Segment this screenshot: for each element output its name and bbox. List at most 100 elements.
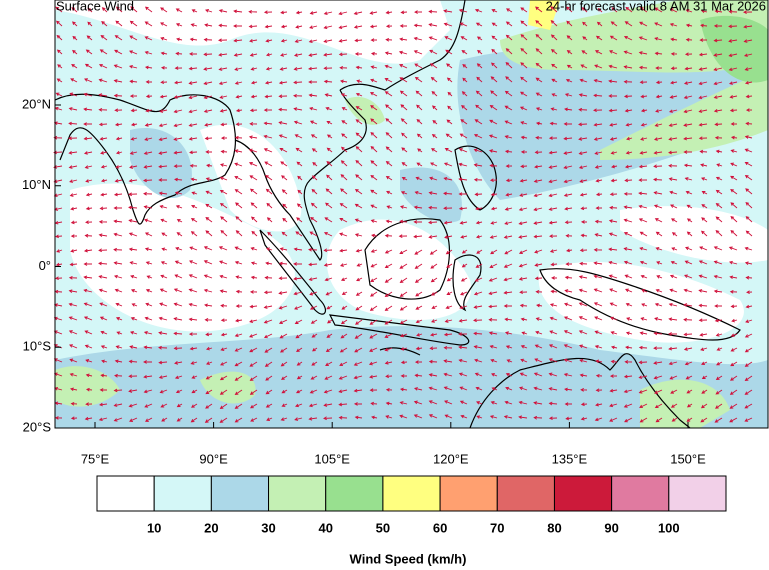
wind-arrow <box>385 161 393 167</box>
wind-arrow <box>401 147 408 153</box>
wind-arrow <box>713 274 723 279</box>
wind-arrow <box>475 22 483 27</box>
wind-arrow <box>130 122 138 127</box>
wind-arrow <box>323 231 333 237</box>
wind-arrow <box>219 375 228 381</box>
wind-arrow <box>205 375 213 380</box>
axes: 20°N 10°N 0° 10°S 20°S 75°E 90°E 105°E 120°E 135°… <box>22 96 706 466</box>
wind-arrow <box>746 290 753 295</box>
wind-arrow <box>115 136 123 141</box>
wind-arrow <box>353 402 363 406</box>
wind-arrow <box>70 234 78 238</box>
wind-arrow <box>369 319 378 325</box>
wind-arrow <box>266 247 273 251</box>
wind-arrow <box>429 249 438 255</box>
wind-arrow <box>730 333 738 337</box>
wind-arrow <box>503 304 512 308</box>
wind-arrow <box>505 178 513 183</box>
wind-arrow <box>55 262 63 267</box>
wind-arrow <box>384 51 393 56</box>
wind-arrow <box>176 232 183 237</box>
wind-arrow <box>594 165 603 169</box>
wind-arrow <box>399 77 408 83</box>
wind-arrow <box>548 220 558 225</box>
wind-arrow <box>191 389 198 394</box>
wind-arrow <box>458 206 468 211</box>
wind-arrow <box>686 417 693 422</box>
wind-arrow <box>536 303 543 308</box>
wind-arrow <box>549 330 558 335</box>
wind-arrow <box>339 203 348 209</box>
wind-arrow <box>579 78 588 83</box>
wind-arrow <box>596 21 603 27</box>
wind-arrow <box>188 66 198 71</box>
wind-arrow <box>384 91 393 97</box>
wind-arrow <box>624 360 633 364</box>
wind-arrow <box>158 345 168 350</box>
wind-arrow <box>460 414 468 419</box>
wind-arrow <box>414 190 423 195</box>
wind-arrow <box>128 192 138 197</box>
wind-arrow <box>413 220 423 224</box>
wind-arrow <box>204 123 213 127</box>
wind-arrow <box>638 218 648 223</box>
wind-arrow <box>234 81 243 85</box>
wind-arrow <box>670 389 678 394</box>
wind-arrow <box>566 64 573 69</box>
wind-arrow <box>489 263 498 268</box>
wind-arrow <box>593 248 603 252</box>
wind-arrow <box>625 150 633 155</box>
wind-arrow <box>72 21 78 27</box>
wind-arrow <box>473 331 483 336</box>
wind-arrow <box>399 387 408 392</box>
wind-arrow <box>129 345 138 349</box>
wind-arrow <box>143 178 153 183</box>
wind-arrow <box>686 231 693 237</box>
wind-arrow <box>69 387 78 392</box>
wind-arrow <box>249 108 258 113</box>
wind-arrow <box>399 291 408 297</box>
wind-arrow <box>428 9 438 14</box>
wind-arrow <box>384 347 393 352</box>
wind-arrow <box>68 330 78 335</box>
wind-arrow <box>639 246 648 251</box>
wind-arrow <box>564 302 573 307</box>
wind-arrow <box>84 63 93 69</box>
wind-arrow <box>610 345 618 350</box>
wind-arrow <box>294 417 303 421</box>
wind-arrow <box>623 247 633 251</box>
wind-arrow <box>340 174 348 181</box>
wind-arrow <box>293 67 303 71</box>
wind-arrow <box>443 372 453 377</box>
wind-arrow <box>458 192 467 196</box>
wind-arrow <box>745 121 753 126</box>
wind-arrow <box>158 151 168 155</box>
wind-arrow <box>203 95 213 100</box>
wind-arrow <box>264 275 273 280</box>
wind-arrow <box>639 260 648 265</box>
wind-arrow <box>564 289 573 293</box>
wind-arrow <box>490 358 498 363</box>
wind-arrow <box>174 191 183 195</box>
wind-arrow <box>413 414 423 419</box>
wind-arrow <box>326 174 333 181</box>
wind-arrow <box>430 332 438 337</box>
wind-arrow <box>715 389 723 395</box>
wind-arrow <box>370 174 378 181</box>
wind-arrow <box>130 137 138 141</box>
wind-arrow <box>654 37 663 41</box>
wind-arrow <box>311 188 318 195</box>
wind-arrow <box>205 217 213 223</box>
wind-arrow <box>414 249 423 255</box>
wind-arrow <box>565 262 573 266</box>
wind-arrow <box>370 249 378 253</box>
wind-arrow <box>98 220 108 224</box>
wind-arrow <box>413 387 423 391</box>
wind-arrow <box>503 277 513 282</box>
wind-arrow <box>370 189 378 195</box>
wind-arrow <box>669 274 678 279</box>
wind-arrow <box>294 319 303 324</box>
wind-arrow <box>235 108 243 113</box>
wind-arrow <box>518 277 528 281</box>
wind-arrow <box>234 389 243 396</box>
